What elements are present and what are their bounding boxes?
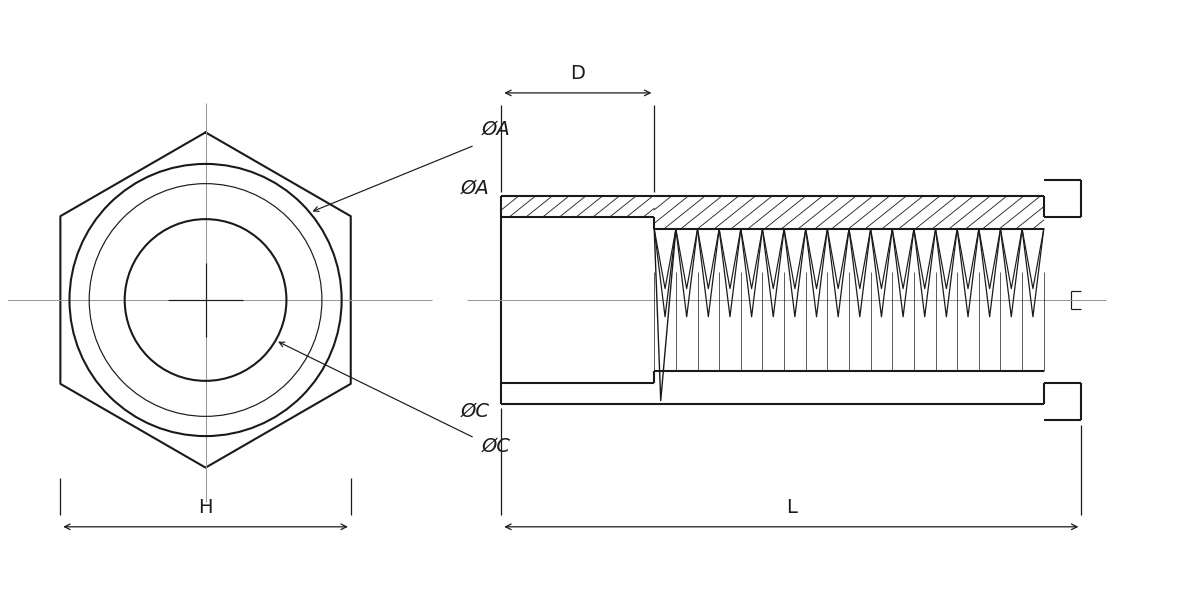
Text: D: D — [570, 64, 586, 83]
Text: L: L — [786, 498, 797, 517]
Text: ØA: ØA — [481, 119, 510, 138]
Text: ØC: ØC — [461, 402, 490, 421]
Text: H: H — [198, 498, 212, 517]
Text: ØC: ØC — [481, 436, 511, 455]
Text: ØA: ØA — [461, 179, 490, 198]
